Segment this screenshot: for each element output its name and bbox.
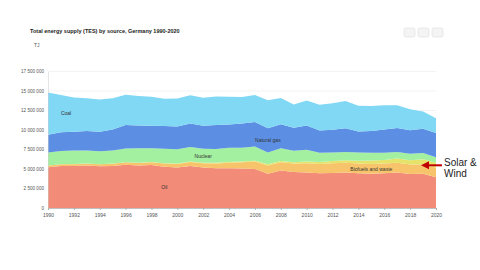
grid-line [48, 71, 436, 72]
y-axis-line [48, 72, 49, 209]
annotation-arrowhead [421, 161, 429, 169]
x-tick-label: 2002 [198, 212, 209, 218]
x-tick-label: 2010 [302, 212, 313, 218]
annotation-text: Solar &Wind [444, 157, 477, 179]
x-tick-label: 2020 [431, 212, 442, 218]
x-tick: 2000 [172, 208, 183, 218]
x-tick-mark [333, 208, 334, 210]
x-tick-label: 2012 [327, 212, 338, 218]
x-tick: 1996 [121, 208, 132, 218]
x-tick-label: 2000 [172, 212, 183, 218]
x-tick-mark [229, 208, 230, 210]
toolbar-button[interactable] [432, 28, 443, 37]
x-tick-mark [281, 208, 282, 210]
y-tick-label: 17 500 000 [21, 69, 44, 74]
x-tick-mark [177, 208, 178, 210]
y-tick: 2 500 000 [24, 186, 48, 191]
x-tick: 2016 [379, 208, 390, 218]
toolbar-button[interactable] [418, 28, 429, 37]
x-tick-mark [203, 208, 204, 210]
x-tick-mark [100, 208, 101, 210]
x-tick-mark [307, 208, 308, 210]
x-tick: 1994 [95, 208, 106, 218]
x-tick-mark [126, 208, 127, 210]
y-axis-title: TJ [34, 42, 40, 48]
x-tick-label: 1998 [146, 212, 157, 218]
x-tick-label: 2004 [224, 212, 235, 218]
area-label: Oil [161, 184, 167, 190]
x-tick: 2006 [250, 208, 261, 218]
y-tick: 10 000 000 [21, 128, 48, 133]
x-tick-label: 1994 [95, 212, 106, 218]
x-tick: 2010 [302, 208, 313, 218]
x-tick-label: 1992 [69, 212, 80, 218]
x-tick: 1990 [43, 208, 54, 218]
x-tick-mark [74, 208, 75, 210]
x-tick: 2018 [405, 208, 416, 218]
x-tick: 2008 [276, 208, 287, 218]
toolbar-button[interactable] [404, 28, 415, 37]
annotation: Solar &Wind [421, 157, 477, 179]
area-label: Nuclear [195, 153, 213, 159]
x-tick-mark [151, 208, 152, 210]
y-tick-label: 15 000 000 [21, 89, 44, 94]
x-tick-label: 2008 [276, 212, 287, 218]
y-tick-label: 7 500 000 [24, 147, 45, 152]
area-label: Natural gas [255, 137, 281, 143]
y-tick: 17 500 000 [21, 69, 48, 74]
x-tick-label: 1990 [43, 212, 54, 218]
area-label: Coal [61, 110, 71, 116]
grid [48, 72, 436, 209]
x-tick-mark [384, 208, 385, 210]
area [48, 93, 436, 135]
y-tick-label: 0 [41, 206, 44, 211]
x-tick: 2020 [431, 208, 442, 218]
x-tick-mark [410, 208, 411, 210]
y-tick: 12 500 000 [21, 108, 48, 113]
y-tick: 5 000 000 [24, 167, 48, 172]
y-tick-label: 5 000 000 [24, 167, 45, 172]
plot-area [48, 93, 436, 208]
x-tick: 2004 [224, 208, 235, 218]
annotation-arrow [428, 164, 442, 166]
area-label: Biofuels and waste [350, 166, 392, 172]
x-tick: 2002 [198, 208, 209, 218]
y-tick-label: 10 000 000 [21, 128, 44, 133]
x-tick-mark [255, 208, 256, 210]
x-tick-label: 2018 [405, 212, 416, 218]
y-tick: 15 000 000 [21, 89, 48, 94]
y-axis: 0 2 500 000 5 000 000 7 500 000 10 000 000 12… [21, 69, 49, 211]
x-axis: 1990 1992 1994 1996 1998 2000 2002 2004 2006 2008… [43, 208, 442, 218]
area-labels: Oil Biofuels and waste Nuclear Natural gas C… [61, 110, 393, 190]
x-tick-label: 2006 [250, 212, 261, 218]
area [48, 165, 436, 208]
x-tick: 2012 [327, 208, 338, 218]
x-tick: 2014 [353, 208, 364, 218]
x-tick-mark [358, 208, 359, 210]
grid-line [48, 91, 436, 92]
x-tick-mark [436, 208, 437, 210]
x-tick: 1998 [146, 208, 157, 218]
x-tick-label: 2014 [353, 212, 364, 218]
x-tick-label: 1996 [121, 212, 132, 218]
x-tick-label: 2016 [379, 212, 390, 218]
title: Total energy supply (TES) by source, Ger… [30, 28, 180, 34]
y-tick-label: 2 500 000 [24, 186, 45, 191]
x-axis-line [49, 209, 437, 211]
chart: Total energy supply (TES) by source, Ger… [0, 0, 480, 270]
x-tick: 1992 [69, 208, 80, 218]
y-tick: 0 [41, 206, 48, 211]
y-tick: 7 500 000 [24, 147, 48, 152]
y-tick-label: 12 500 000 [21, 108, 44, 113]
